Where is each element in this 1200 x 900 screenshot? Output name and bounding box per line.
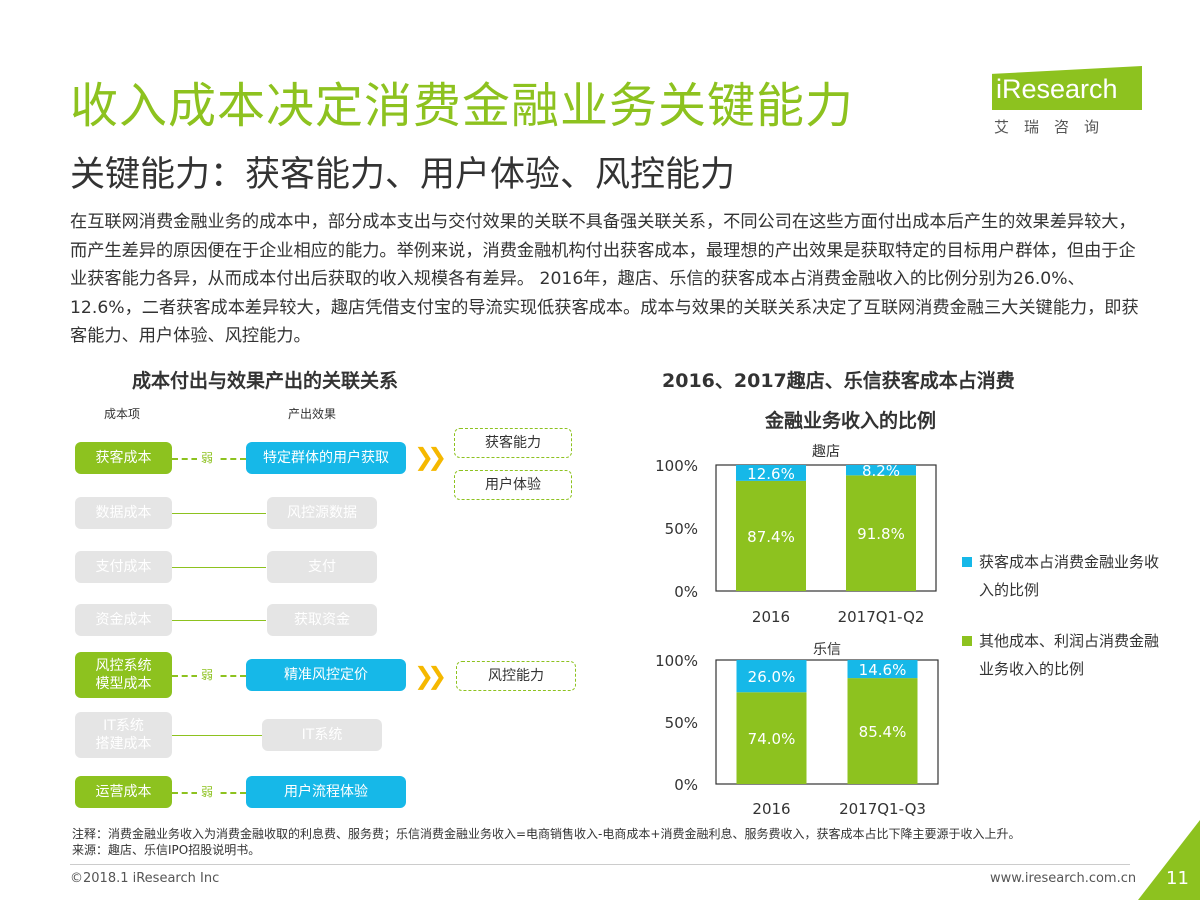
diagram-title: 成本付出与效果产出的关联关系 [132, 370, 399, 392]
capability-risk-control: 风控能力 [456, 661, 576, 691]
relation-line [172, 735, 266, 736]
effect-item: 风控源数据 [267, 497, 377, 529]
y-tick-label: 100% [655, 457, 698, 475]
chart-title-line1: 2016、2017趣店、乐信获客成本占消费 [662, 370, 1015, 392]
y-tick-label: 100% [655, 652, 698, 670]
plot-frame [715, 464, 937, 592]
effect-item: 支付 [267, 551, 377, 583]
legend-swatch [962, 636, 972, 646]
logo-subtext: 艾瑞咨询 [994, 118, 1115, 136]
chart-title-line2: 金融业务收入的比例 [765, 410, 937, 432]
effect-item: IT系统 [262, 719, 382, 751]
x-tick-label: 2016 [752, 800, 790, 818]
cost-item: 获客成本 [75, 442, 172, 474]
x-tick-label: 2017Q1-Q3 [839, 800, 926, 818]
bar-segment [846, 475, 916, 591]
cost-item: 支付成本 [75, 551, 172, 583]
x-tick-label: 2017Q1-Q2 [838, 608, 925, 626]
y-tick-label: 50% [665, 714, 698, 732]
footnote: 注释：消费金融业务收入为消费金融收取的利息费、服务费；乐信消费金融业务收入=电商… [72, 826, 1020, 858]
data-label: 26.0% [748, 668, 796, 686]
copyright: ©2018.1 iResearch Inc [70, 871, 220, 886]
data-label: 85.4% [859, 723, 907, 741]
footnote-note: 注释：消费金融业务收入为消费金融收取的利息费、服务费；乐信消费金融业务收入=电商… [72, 827, 1021, 841]
data-label: 87.4% [747, 528, 795, 546]
effect-item: 精准风控定价 [246, 659, 406, 691]
legend-other: 其他成本、利润占消费金融业务收入的比例 [962, 627, 1162, 683]
iresearch-logo: iResearch 艾瑞咨询 [992, 66, 1142, 136]
bar-segment [736, 692, 807, 784]
weak-relation-label: 弱 [197, 666, 218, 683]
weak-relation-label: 弱 [197, 449, 218, 466]
logo-background [992, 66, 1142, 110]
relation-line [172, 567, 266, 568]
cost-item: 运营成本 [75, 776, 172, 808]
website-link[interactable]: www.iresearch.com.cn [990, 871, 1137, 886]
data-label: 74.0% [748, 730, 796, 748]
effect-item: 特定群体的用户获取 [246, 442, 406, 474]
footnote-source: 来源：趣店、乐信IPO招股说明书。 [72, 843, 261, 857]
bar-segment [736, 465, 806, 481]
chart-panel-title: 趣店 [812, 444, 840, 460]
cost-item: IT系统 搭建成本 [75, 712, 172, 758]
legend-label: 其他成本、利润占消费金融业务收入的比例 [979, 632, 1160, 678]
data-label: 91.8% [857, 525, 905, 543]
data-label: 12.6% [747, 465, 795, 483]
effect-item: 用户流程体验 [246, 776, 406, 808]
chart-panel-title: 乐信 [813, 642, 841, 658]
bar-segment [847, 660, 918, 679]
y-tick-label: 50% [665, 520, 698, 538]
footer-divider [70, 864, 1130, 865]
page-number: 11 [1166, 868, 1189, 889]
relation-line [172, 620, 266, 621]
relation-line [172, 513, 266, 514]
data-label: 8.2% [862, 462, 900, 480]
y-tick-label: 0% [674, 583, 698, 601]
bar-segment [736, 660, 807, 693]
capability-user-experience: 用户体验 [454, 470, 572, 500]
bar-segment [846, 465, 916, 476]
legend-acquisition: 获客成本占消费金融业务收入的比例 [962, 548, 1162, 604]
capability-acquisition: 获客能力 [454, 428, 572, 458]
weak-relation-label: 弱 [197, 783, 218, 800]
legend-label: 获客成本占消费金融业务收入的比例 [979, 553, 1160, 599]
bar-segment [847, 678, 918, 784]
effect-item: 获取资金 [267, 604, 377, 636]
cost-item: 风控系统 模型成本 [75, 652, 172, 698]
x-tick-label: 2016 [752, 608, 790, 626]
logo-text: iResearch [996, 74, 1118, 104]
legend-swatch [962, 557, 972, 567]
intro-paragraph: 在互联网消费金融业务的成本中，部分成本支出与交付效果的关联不具备强关联关系，不同… [70, 212, 1139, 347]
page-title: 收入成本决定消费金融业务关键能力 [70, 78, 855, 134]
bar-segment [736, 480, 806, 591]
y-tick-label: 0% [674, 776, 698, 794]
page-subtitle: 关键能力：获客能力、用户体验、风控能力 [70, 155, 736, 195]
cost-item: 数据成本 [75, 497, 172, 529]
column-header-effect: 产出效果 [288, 407, 337, 421]
column-header-cost: 成本项 [104, 407, 141, 421]
data-label: 14.6% [859, 661, 907, 679]
cost-item: 资金成本 [75, 604, 172, 636]
plot-frame [715, 659, 939, 785]
